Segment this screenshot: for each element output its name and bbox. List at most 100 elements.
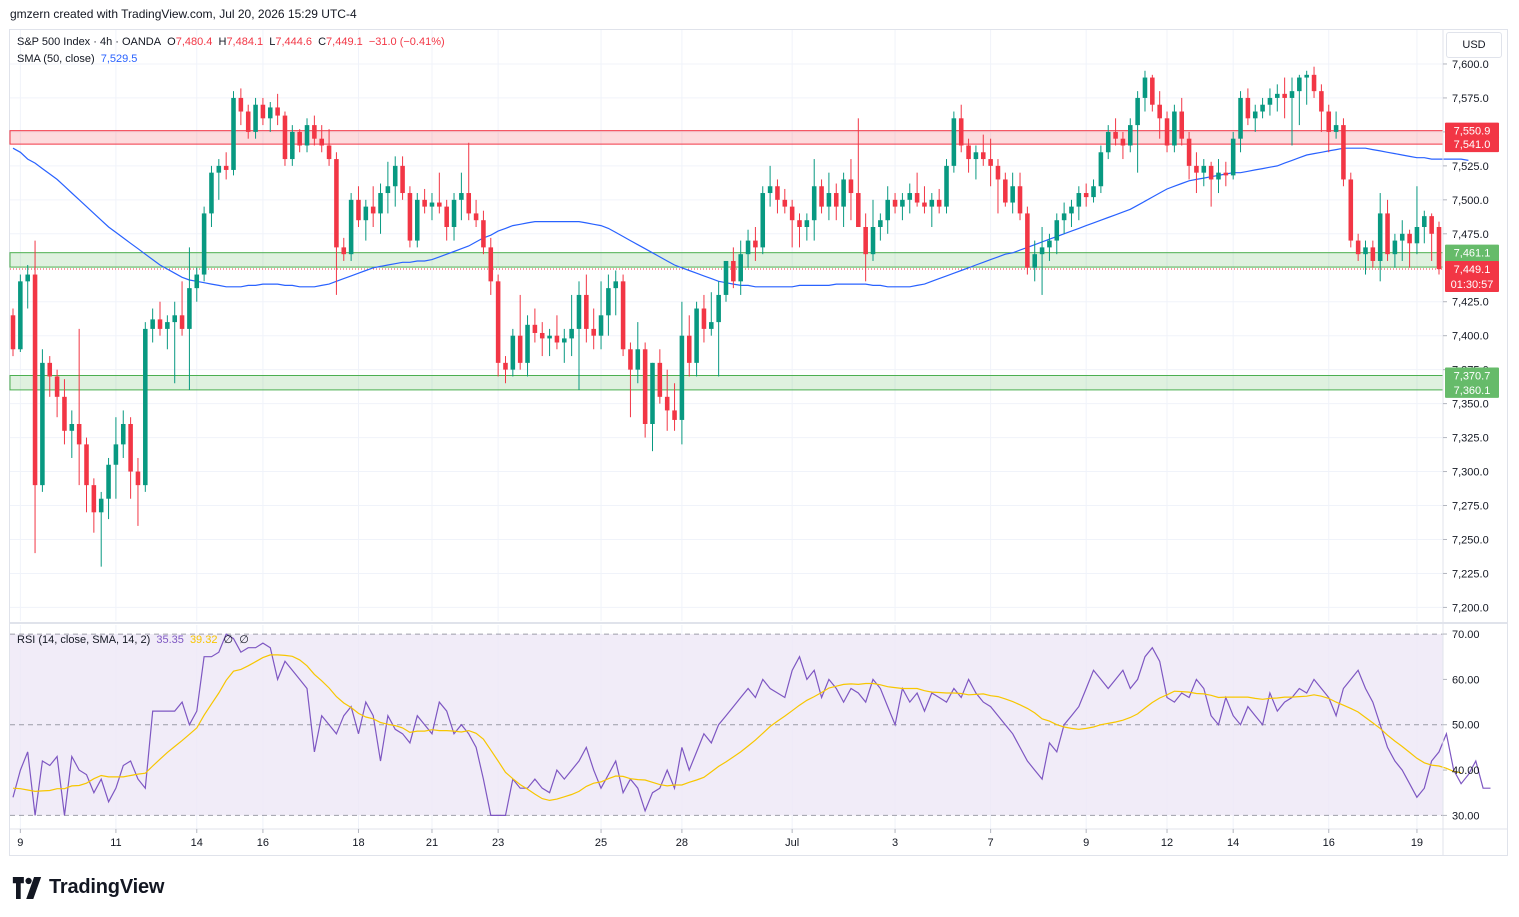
resistance-zone-low-label: 7,541.0 (1454, 139, 1491, 151)
time-tick-label: 7 (988, 837, 994, 849)
candle-body (304, 125, 310, 146)
price-tick-label: 7,400.0 (1452, 331, 1489, 343)
candle-body (1032, 254, 1038, 268)
candle-body (1150, 77, 1155, 105)
candle (1179, 97, 1185, 146)
rsi-lines (12, 633, 1491, 817)
bar-countdown-label: 01:30:57 (1451, 279, 1494, 291)
candle-body (826, 193, 832, 207)
candle (929, 193, 935, 227)
candle-body (1216, 172, 1221, 180)
candle-body (980, 152, 986, 160)
candle (473, 199, 479, 227)
candle (216, 159, 222, 200)
time-tick-label: 14 (1227, 837, 1239, 849)
support-zone-low-label: 7,360.1 (1454, 385, 1491, 397)
candle-body (1179, 111, 1185, 139)
candle (106, 457, 111, 520)
candle-body (892, 199, 898, 207)
candle-body (620, 281, 626, 350)
candle (863, 213, 868, 282)
candle-body (356, 199, 361, 221)
candle (282, 111, 288, 166)
candle-body (797, 220, 802, 227)
candle-body (334, 159, 339, 248)
candle (47, 356, 53, 397)
candle-body (1399, 233, 1405, 241)
candle-body (789, 206, 795, 221)
candle (738, 240, 743, 295)
candle (378, 183, 383, 234)
candle-body (1355, 240, 1361, 255)
rsi-series-line (12, 633, 1491, 817)
candle-body (444, 206, 449, 227)
resistance-zone (9, 130, 1444, 145)
support-zone-high-label-bg (1445, 244, 1499, 261)
candle-body (157, 319, 163, 329)
candle (606, 274, 611, 336)
candle-body (172, 315, 177, 323)
candle (686, 315, 692, 377)
candle (1333, 111, 1339, 139)
candle-body (216, 165, 222, 173)
time-tick-label: 19 (1411, 837, 1423, 849)
candle-body (312, 125, 317, 139)
axes (10, 30, 1508, 856)
candle-body (201, 213, 207, 275)
rsi-ma-series-line (12, 654, 1462, 802)
candle-body (437, 202, 442, 207)
candle (1157, 91, 1162, 139)
candle-body (62, 396, 67, 431)
candle-body (517, 335, 523, 363)
candle-body (1054, 220, 1060, 241)
candle-body (1414, 227, 1420, 244)
candle-body (775, 186, 780, 200)
candle-body (841, 179, 846, 207)
candle (179, 281, 185, 336)
candle (1054, 213, 1060, 255)
candle-body (584, 294, 589, 329)
sma-legend[interactable]: SMA (50, close) 7,529.5 (17, 53, 140, 65)
rsi-legend[interactable]: RSI (14, close, SMA, 14, 2) 35.35 39.32 … (17, 633, 252, 646)
support-zone-high-label-bg (1445, 367, 1499, 384)
candle-body (1194, 165, 1199, 173)
candle-body (856, 193, 861, 227)
support-zone-high-label: 7,370.7 (1454, 370, 1491, 382)
legend-high: H7,484.1 (218, 36, 263, 48)
candle (539, 322, 545, 357)
candle (554, 315, 560, 350)
time-tick-label: 14 (191, 837, 203, 849)
candle (1083, 183, 1089, 207)
main-legend[interactable]: S&P 500 Index · 4h · OANDA O7,480.4 H7,4… (17, 36, 448, 48)
price-tick-label: 7,600.0 (1452, 59, 1489, 71)
candle-body (1304, 74, 1309, 78)
time-tick-label: 16 (1323, 837, 1335, 849)
candle-body (525, 324, 530, 363)
candle-body (1135, 97, 1140, 126)
candle-body (819, 186, 824, 207)
candle (1407, 229, 1412, 268)
price-tick-label: 7,300.0 (1452, 467, 1489, 479)
candle (437, 172, 442, 214)
candle (1304, 70, 1309, 105)
candle-body (473, 213, 479, 221)
candle-body (459, 193, 464, 200)
candle-body (1407, 233, 1412, 244)
candle-body (885, 199, 890, 221)
candle (267, 102, 273, 132)
candle-body (510, 335, 516, 370)
candle (1150, 74, 1155, 112)
candle (1032, 240, 1038, 282)
candle (701, 294, 707, 343)
candle (54, 369, 60, 418)
candle-body (348, 199, 354, 255)
candle (385, 161, 391, 214)
candle-body (209, 172, 214, 214)
candle (804, 213, 810, 241)
currency-selector[interactable]: USD (1446, 32, 1502, 58)
candle-body (782, 199, 788, 207)
candle (1252, 104, 1258, 132)
candle-body (1341, 125, 1346, 180)
candle (1069, 199, 1074, 227)
